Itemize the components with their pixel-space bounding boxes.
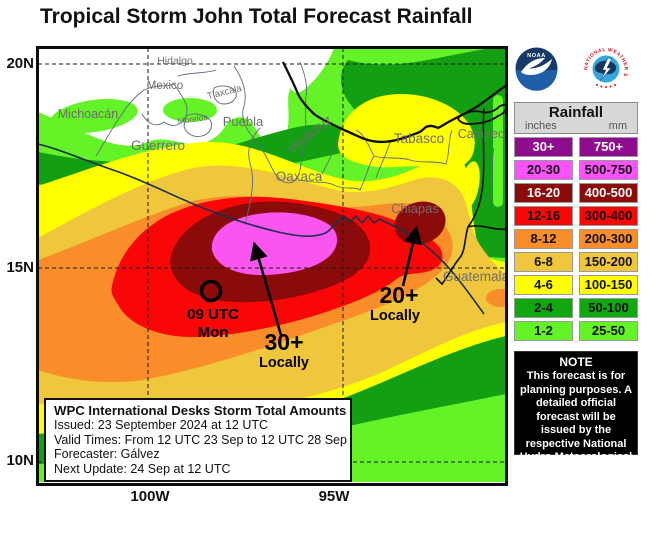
rain-band-8-12 xyxy=(486,289,506,307)
lat-label-10n: 10N xyxy=(6,452,34,469)
legend-unit-inches: inches xyxy=(525,120,557,132)
rainfall-legend: Rainfall inches mm 30+ 750+ 20-30 500-750 16… xyxy=(514,102,638,344)
pacific-coastline xyxy=(38,143,485,315)
storm-position-marker xyxy=(199,279,223,303)
annotation-arrow-20plus xyxy=(401,225,422,287)
state-label: Campeche xyxy=(458,127,508,141)
noaa-gull-icon xyxy=(521,58,552,75)
legend-cell-inches: 12-16 xyxy=(514,206,573,226)
legend-cell-inches: 2-4 xyxy=(514,298,573,318)
lon-label-95w: 95W xyxy=(318,488,350,505)
legend-cell-mm: 150-200 xyxy=(579,252,638,272)
info-line: Forecaster: Gálvez xyxy=(54,447,160,462)
nws-lightning-icon xyxy=(600,57,612,81)
noaa-logo-text: NOAA xyxy=(527,53,546,59)
legend-row: 6-8 150-200 xyxy=(514,252,638,272)
legend-cell-inches: 1-2 xyxy=(514,321,573,341)
legend-row: 8-12 200-300 xyxy=(514,229,638,249)
legend-cell-inches: 6-8 xyxy=(514,252,573,272)
map-annotation: 30+ xyxy=(264,329,303,355)
legend-cell-mm: 500-750 xyxy=(579,160,638,180)
map-annotation: Mon xyxy=(198,324,229,341)
state-label: Oaxaca xyxy=(276,169,323,184)
state-label: Guerrero xyxy=(131,138,185,153)
legend-row: 4-6 100-150 xyxy=(514,275,638,295)
legend-cell-mm: 200-300 xyxy=(579,229,638,249)
map-annotation: 09 UTC xyxy=(187,306,239,323)
note-box: NOTE This forecast is for planning purpo… xyxy=(514,351,638,477)
state-label: Puebla xyxy=(223,114,264,129)
rain-band-1-2 xyxy=(50,99,138,133)
legend-cell-mm: 750+ xyxy=(579,137,638,157)
map-annotation: Locally xyxy=(370,308,420,324)
state-label: Mexico xyxy=(147,80,183,92)
rain-band-1-2 xyxy=(493,95,503,207)
info-line: Next Update: 24 Sep at 12 UTC xyxy=(54,461,231,476)
note-body: This forecast is for planning purposes. … xyxy=(519,370,633,477)
legend-cell-mm: 25-50 xyxy=(579,321,638,341)
forecast-map: Hidalgo Mexico Tlaxcala Michoacán Morelos Pue… xyxy=(36,46,508,491)
guatemala-border xyxy=(467,225,506,231)
state-label: Michoacán xyxy=(58,107,118,121)
legend-cell-mm: 300-400 xyxy=(579,206,638,226)
legend-cell-inches: 4-6 xyxy=(514,275,573,295)
lat-label-20n: 20N xyxy=(6,55,34,72)
info-line: Valid Times: From 12 UTC 23 Sep to 12 UT… xyxy=(54,432,347,447)
legend-row: 16-20 400-500 xyxy=(514,183,638,203)
lat-label-15n: 15N xyxy=(6,259,34,276)
annotation-arrow-30plus xyxy=(250,241,283,336)
legend-row: 12-16 300-400 xyxy=(514,206,638,226)
rain-band-4-6 xyxy=(460,161,480,209)
rain-band-20-30 xyxy=(211,212,338,276)
state-borders xyxy=(95,61,495,226)
nws-logo: NATIONAL WEATHER SERVICE xyxy=(583,45,629,91)
state-label: Tabasco xyxy=(394,131,444,146)
legend-row: 2-4 50-100 xyxy=(514,298,638,318)
info-line: WPC International Desks Storm Total Amou… xyxy=(54,403,347,418)
legend-row: 30+ 750+ xyxy=(514,137,638,157)
legend-row: 1-2 25-50 xyxy=(514,321,638,341)
noaa-logo: NOAA xyxy=(515,47,558,91)
legend-unit-mm: mm xyxy=(608,120,627,132)
legend-cell-inches: 30+ xyxy=(514,137,573,157)
map-annotation: 20+ xyxy=(379,282,418,308)
legend-row: 20-30 500-750 xyxy=(514,160,638,180)
lon-label-100w: 100W xyxy=(130,488,170,505)
legend-cell-mm: 50-100 xyxy=(579,298,638,318)
legend-title: Rainfall xyxy=(548,104,604,121)
nws-dots xyxy=(596,84,616,88)
legend-cell-inches: 20-30 xyxy=(514,160,573,180)
page-title: Tropical Storm John Total Forecast Rainf… xyxy=(40,5,473,28)
legend-cell-mm: 100-150 xyxy=(579,275,638,295)
legend-cell-mm: 400-500 xyxy=(579,183,638,203)
state-label: Morelos xyxy=(177,112,208,126)
state-label: Chiapas xyxy=(391,201,439,216)
legend-cell-inches: 8-12 xyxy=(514,229,573,249)
info-line: Issued: 23 September 2024 at 12 UTC xyxy=(54,418,269,433)
legend-header: Rainfall inches mm xyxy=(514,102,638,134)
state-label: Guatemala xyxy=(443,269,508,284)
note-title: NOTE xyxy=(559,355,593,369)
state-label: Hidalgo xyxy=(157,55,193,67)
map-annotation: Locally xyxy=(259,355,309,371)
issuance-info-box: WPC International Desks Storm Total Amou… xyxy=(44,398,352,483)
legend-cell-inches: 16-20 xyxy=(514,183,573,203)
rain-band-4-6 xyxy=(338,94,475,170)
